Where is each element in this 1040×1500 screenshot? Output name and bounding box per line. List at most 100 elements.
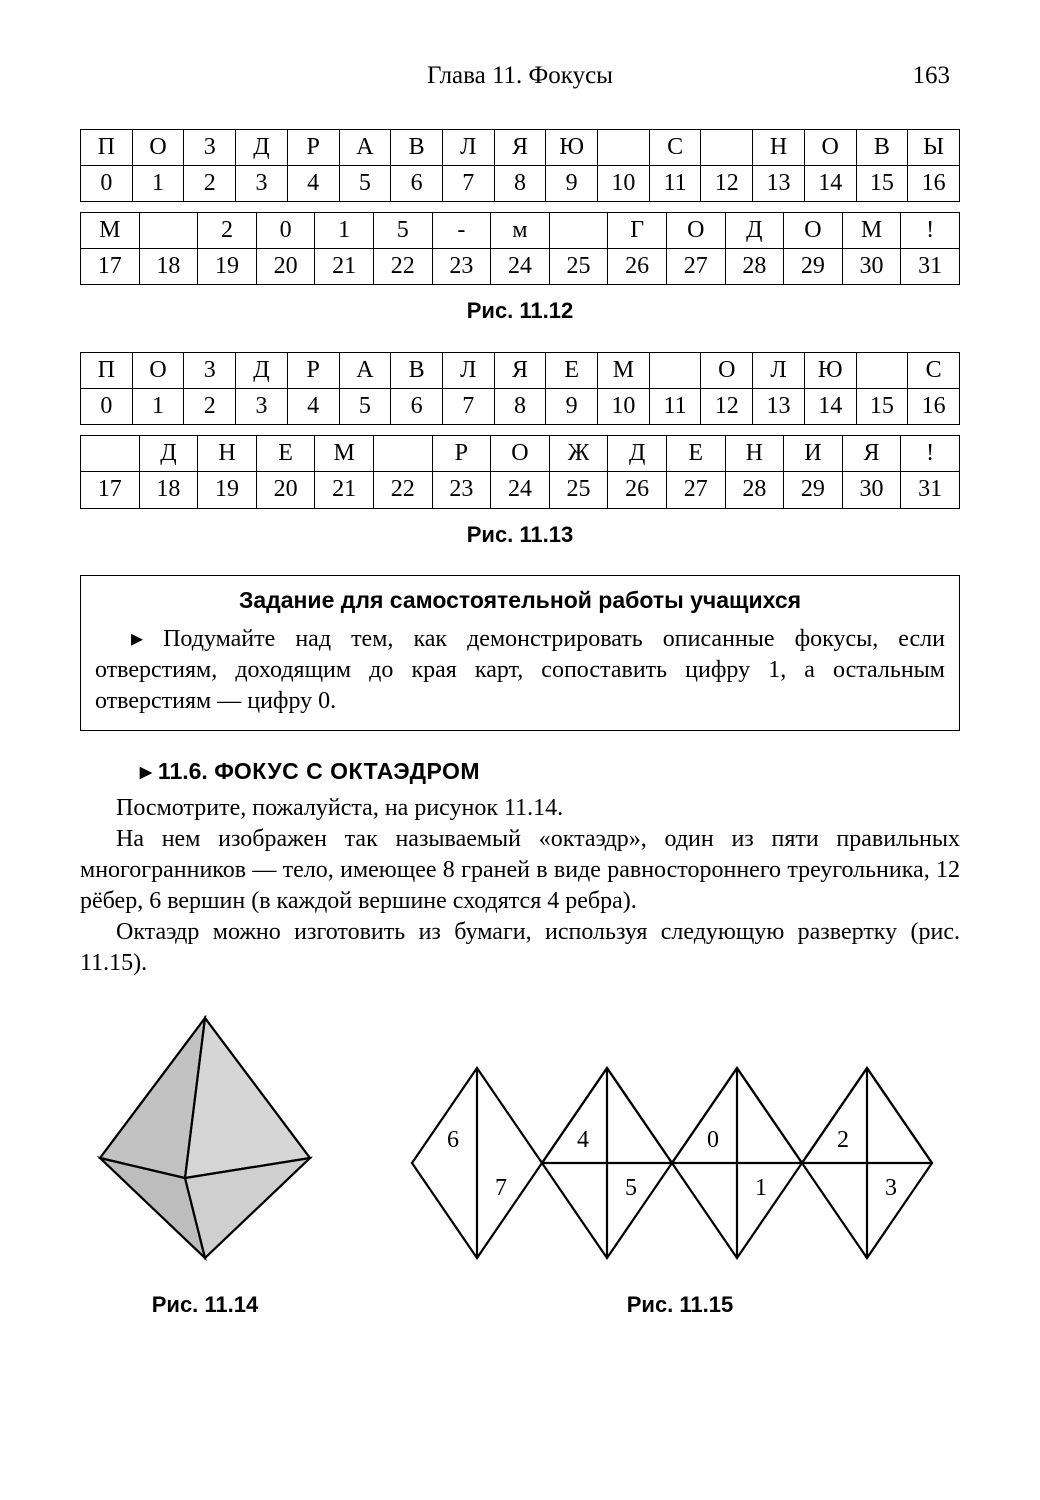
table-cell: С: [649, 129, 701, 165]
cipher-table-2a: ПО3ДРАВЛЯЕМОЛЮС 012345678910111213141516: [80, 352, 960, 425]
table-cell: Д: [236, 352, 288, 388]
table-cell: 6: [391, 165, 443, 201]
table-cell: 2: [198, 212, 257, 248]
svg-text:5: 5: [625, 1175, 637, 1201]
table-cell: [81, 436, 140, 472]
table-cell: 0: [81, 389, 133, 425]
table-cell: [701, 129, 753, 165]
table-cell: 7: [442, 389, 494, 425]
table-cell: Д: [725, 212, 784, 248]
svg-text:6: 6: [447, 1127, 459, 1153]
table-cell: 24: [491, 472, 550, 508]
table-cell: 0: [81, 165, 133, 201]
table-cell: А: [339, 129, 391, 165]
table-cell: 27: [666, 249, 725, 285]
svg-text:1: 1: [755, 1175, 767, 1201]
table-cell: 17: [81, 249, 140, 285]
table-cell: О: [132, 129, 184, 165]
table-cell: 8: [494, 389, 546, 425]
task-body: ▸ Подумайте над тем, как демонстрировать…: [95, 624, 945, 718]
figure-caption-11-14: Рис. 11.14: [80, 1291, 330, 1320]
table-cell: 1: [132, 165, 184, 201]
table-cell: [649, 352, 701, 388]
figures-row: Рис. 11.14 64027513 Рис. 11.15: [80, 1008, 960, 1320]
table-cell: 24: [491, 249, 550, 285]
table-cell: О: [666, 212, 725, 248]
page-header: Глава 11. Фокусы 163: [80, 60, 960, 93]
section-cap: Ф: [214, 758, 234, 784]
table-cell: 31: [901, 472, 960, 508]
para-2: На нем изображен так называемый «октаэдр…: [80, 824, 960, 918]
table-cell: 3: [236, 165, 288, 201]
table-cell: 5: [339, 389, 391, 425]
table-cell: С: [908, 352, 960, 388]
para-1: Посмотрите, пожалуйста, на рисунок 11.14…: [80, 793, 960, 824]
table-cell: !: [901, 436, 960, 472]
figure-11-15: 64027513 Рис. 11.15: [400, 1058, 960, 1320]
table-cell: М: [842, 212, 901, 248]
table-cell: 15: [856, 389, 908, 425]
table-cell: 9: [546, 389, 598, 425]
table-cell: Л: [753, 352, 805, 388]
table-cell: 27: [666, 472, 725, 508]
table-cell: 17: [81, 472, 140, 508]
table-cell: м: [491, 212, 550, 248]
figure-caption-11-13: Рис. 11.13: [80, 521, 960, 550]
table-cell: 29: [784, 249, 843, 285]
table-cell: М: [81, 212, 140, 248]
svg-text:3: 3: [885, 1175, 897, 1201]
table-cell: 21: [315, 472, 374, 508]
table-cell: [549, 212, 608, 248]
table-cell: Н: [198, 436, 257, 472]
table-row: 012345678910111213141516: [81, 389, 960, 425]
table-cell: 0: [256, 212, 315, 248]
table-cell: Е: [256, 436, 315, 472]
table-cell: О: [701, 352, 753, 388]
para-3: Октаэдр можно изготовить из бумаги, испо…: [80, 917, 960, 979]
table-cell: В: [391, 352, 443, 388]
table-cell: 16: [908, 389, 960, 425]
table-cell: 3: [184, 352, 236, 388]
table-cell: 13: [753, 165, 805, 201]
page-number: 163: [913, 60, 951, 93]
table-cell: 12: [701, 389, 753, 425]
table-cell: 18: [139, 249, 198, 285]
table-cell: Я: [494, 352, 546, 388]
table-cell: 18: [139, 472, 198, 508]
table-cell: М: [598, 352, 650, 388]
octahedron-net-icon: 64027513: [400, 1058, 960, 1268]
table-cell: Д: [608, 436, 667, 472]
cipher-table-1b: М2015-мГОДОМ! 17181920212223242526272829…: [80, 212, 960, 285]
table-row: ПО3ДРАВЛЯЕМОЛЮС: [81, 352, 960, 388]
table-cell: Д: [236, 129, 288, 165]
figure-caption-11-12: Рис. 11.12: [80, 297, 960, 326]
table-cell: 23: [432, 249, 491, 285]
table-cell: 4: [287, 165, 339, 201]
table-cell: 29: [784, 472, 843, 508]
table-cell: М: [315, 436, 374, 472]
table-row: 171819202122232425262728293031: [81, 249, 960, 285]
table-cell: Е: [546, 352, 598, 388]
octahedron-icon: [80, 1008, 330, 1268]
table-cell: Я: [494, 129, 546, 165]
table-cell: 6: [391, 389, 443, 425]
table-cell: 14: [804, 165, 856, 201]
table-cell: О: [784, 212, 843, 248]
table-cell: [856, 352, 908, 388]
table-cell: 7: [442, 165, 494, 201]
table-cell: 5: [373, 212, 432, 248]
table-cell: 11: [649, 389, 701, 425]
table-cell: И: [784, 436, 843, 472]
table-cell: 22: [373, 249, 432, 285]
table-cell: Р: [287, 352, 339, 388]
table-cell: Ю: [804, 352, 856, 388]
table-cell: Л: [442, 129, 494, 165]
table-cell: 16: [908, 165, 960, 201]
svg-text:7: 7: [495, 1175, 507, 1201]
table-row: ДНЕМРОЖДЕНИЯ!: [81, 436, 960, 472]
table-row: ПО3ДРАВЛЯЮСНОВЫ: [81, 129, 960, 165]
table-cell: 30: [842, 249, 901, 285]
table-cell: Е: [666, 436, 725, 472]
table-cell: 28: [725, 249, 784, 285]
section-rest: ОКУС С ОКТАЭДРОМ: [234, 758, 480, 784]
